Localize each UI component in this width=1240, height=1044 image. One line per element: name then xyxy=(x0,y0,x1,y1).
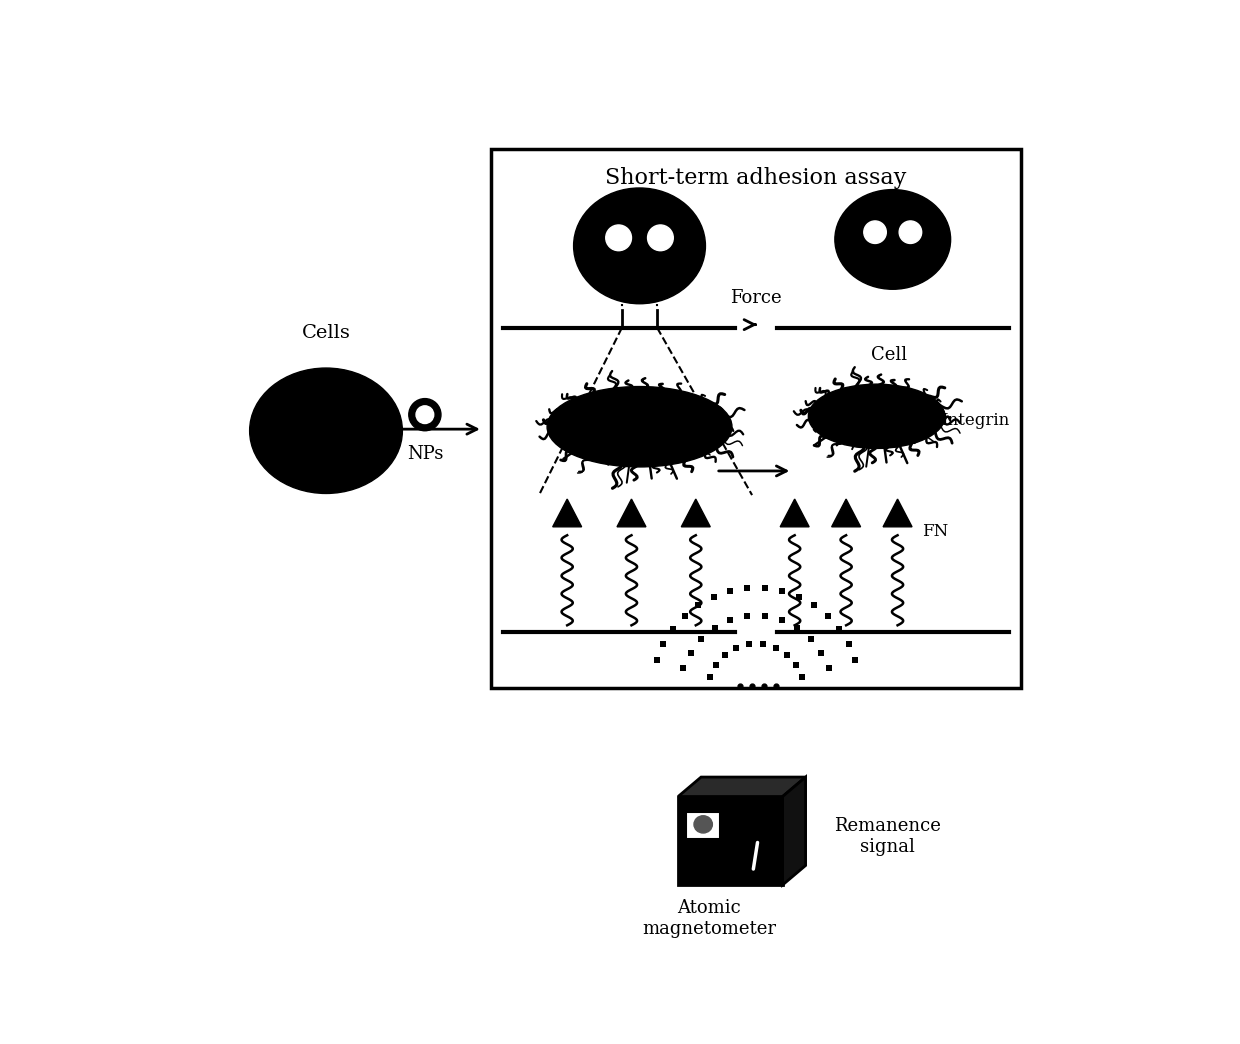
Point xyxy=(675,608,694,624)
Text: FN: FN xyxy=(921,523,947,540)
Point xyxy=(738,579,758,596)
Polygon shape xyxy=(681,499,711,527)
Bar xyxy=(491,149,1022,688)
Text: Atomic
magnetometer: Atomic magnetometer xyxy=(642,900,776,939)
Text: Remanence
signal: Remanence signal xyxy=(833,816,941,856)
Text: Cell: Cell xyxy=(870,346,906,364)
Circle shape xyxy=(606,224,631,251)
Text: NPs: NPs xyxy=(407,445,443,464)
Point xyxy=(738,608,758,624)
Polygon shape xyxy=(678,797,782,885)
Point xyxy=(673,660,693,677)
Point xyxy=(701,669,720,686)
Point xyxy=(681,644,701,661)
Point xyxy=(692,631,712,647)
Point xyxy=(818,660,838,677)
Point xyxy=(688,596,708,613)
Point xyxy=(771,612,791,628)
Ellipse shape xyxy=(694,815,713,833)
Point xyxy=(653,635,673,651)
Point xyxy=(753,636,773,652)
Point xyxy=(720,583,740,599)
Point xyxy=(766,640,786,657)
Point xyxy=(787,619,807,636)
Point xyxy=(727,640,746,657)
Polygon shape xyxy=(782,777,806,885)
Ellipse shape xyxy=(835,190,951,289)
Point xyxy=(838,635,858,651)
Point xyxy=(706,657,725,673)
Point xyxy=(755,608,775,624)
Point xyxy=(663,620,683,637)
Ellipse shape xyxy=(808,384,945,449)
Circle shape xyxy=(647,224,673,251)
Ellipse shape xyxy=(249,369,402,494)
Polygon shape xyxy=(678,777,806,797)
Point xyxy=(715,646,735,663)
Point xyxy=(792,669,812,686)
Circle shape xyxy=(417,406,434,424)
Point xyxy=(817,608,837,624)
Polygon shape xyxy=(780,499,810,527)
Point xyxy=(804,596,823,613)
Polygon shape xyxy=(618,499,646,527)
Point xyxy=(811,644,831,661)
Point xyxy=(801,631,821,647)
Point xyxy=(777,646,797,663)
Polygon shape xyxy=(883,499,913,527)
Point xyxy=(720,612,740,628)
Circle shape xyxy=(409,399,441,431)
Point xyxy=(755,579,775,596)
Point xyxy=(789,588,808,604)
Ellipse shape xyxy=(574,188,706,304)
Bar xyxy=(687,812,720,839)
Ellipse shape xyxy=(547,386,732,467)
Point xyxy=(647,651,667,668)
Circle shape xyxy=(864,221,887,243)
Circle shape xyxy=(899,221,921,243)
Polygon shape xyxy=(832,499,861,527)
Point xyxy=(830,620,849,637)
Point xyxy=(703,588,723,604)
Text: Short-term adhesion assay: Short-term adhesion assay xyxy=(605,167,906,189)
Point xyxy=(739,636,759,652)
Text: Force: Force xyxy=(730,289,782,307)
Point xyxy=(786,657,806,673)
Text: Cells: Cells xyxy=(301,325,351,342)
Point xyxy=(773,583,792,599)
Text: Cell: Cell xyxy=(630,406,666,424)
Polygon shape xyxy=(553,499,582,527)
Text: Integrin: Integrin xyxy=(941,411,1009,429)
Point xyxy=(846,651,866,668)
Point xyxy=(704,619,724,636)
